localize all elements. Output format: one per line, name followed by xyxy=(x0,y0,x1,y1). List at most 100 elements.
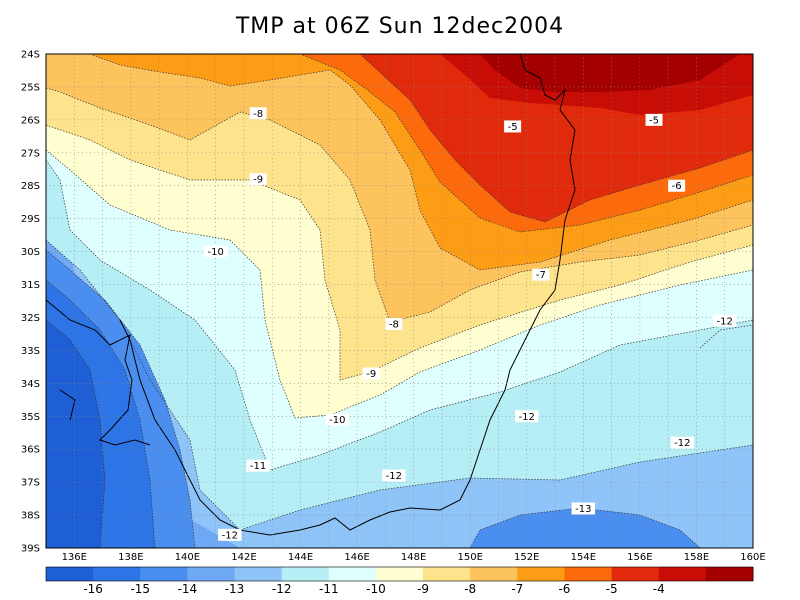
coastline xyxy=(46,54,576,536)
contour-label: -9 xyxy=(253,175,263,186)
contour-labels: -8 -9 -10 -5 -5 -6 -7 -8 -9 -10 -11 -12 -12 -12 -12 -13… xyxy=(203,107,737,541)
colorbar-swatch xyxy=(140,567,188,581)
contour-label-bg xyxy=(712,314,737,327)
lat-tick-label: 35S xyxy=(21,412,40,423)
contour-label: -7 xyxy=(536,270,546,281)
colorbar-swatch xyxy=(234,567,283,581)
lon-tick-label: 158E xyxy=(684,552,709,563)
colorbar-swatch xyxy=(470,567,518,581)
contour-label-bg xyxy=(670,436,695,449)
colorbar-label: -6 xyxy=(558,582,570,596)
lon-tick-label: 148E xyxy=(401,552,426,563)
lon-tick-label: 152E xyxy=(514,552,539,563)
contour-label: -5 xyxy=(508,122,518,133)
colorbar-swatch xyxy=(517,567,565,581)
colorbar-swatch xyxy=(281,567,330,581)
lon-tick-label: 138E xyxy=(118,552,143,563)
contour-label: -9 xyxy=(366,369,376,380)
colorbar-swatch xyxy=(705,567,754,581)
lat-tick-label: 31S xyxy=(21,280,40,291)
contour-fill-layer xyxy=(46,54,753,548)
map-frame xyxy=(45,53,754,549)
lat-tick-label: 26S xyxy=(21,115,40,126)
contour-label-bg xyxy=(382,469,406,482)
colorbar-label: -5 xyxy=(606,582,618,596)
lat-tick-label: 30S xyxy=(21,247,40,258)
colorbar-frame xyxy=(45,566,754,582)
lat-tick-label: 34S xyxy=(21,379,40,390)
band-minus-13-se xyxy=(470,508,700,548)
contour-label: -10 xyxy=(329,415,345,426)
contour-label: -5 xyxy=(649,115,659,126)
contour-label: -11 xyxy=(250,461,266,472)
colorbar-label: -12 xyxy=(272,582,292,596)
lat-tick-label: 33S xyxy=(21,346,40,357)
lat-tick-label: 25S xyxy=(21,82,40,93)
colorbar-label: -4 xyxy=(653,582,665,596)
latitude-labels: 24S 25S 26S 27S 28S 29S 30S 31S 32S 33S 34S 35S 36S 3… xyxy=(21,50,40,555)
contour-label-bg xyxy=(645,113,663,126)
map-title: TMP at 06Z Sun 12dec2004 xyxy=(235,14,565,39)
lon-tick-label: 156E xyxy=(627,552,652,563)
contour-label-bg xyxy=(203,245,228,258)
colorbar-label: -8 xyxy=(464,582,476,596)
contour-label: -6 xyxy=(672,181,682,192)
lon-tick-label: 146E xyxy=(344,552,369,563)
contour-label: -10 xyxy=(208,247,224,258)
colorbar-swatch xyxy=(328,567,377,581)
lon-tick-label: 142E xyxy=(231,552,256,563)
colorbar-swatch xyxy=(46,567,94,581)
colorbar-swatch xyxy=(375,567,424,581)
colorbar-label: -11 xyxy=(319,582,339,596)
contour-label-bg xyxy=(325,413,350,426)
colorbar-label: -7 xyxy=(511,582,523,596)
contour-label-bg xyxy=(504,120,522,133)
contour-label-bg xyxy=(218,528,242,541)
colorbar-label: -14 xyxy=(178,582,198,596)
contour-label: -8 xyxy=(253,109,263,120)
contour-label-bg xyxy=(246,459,270,472)
longitude-labels: 136E 138E 140E 142E 144E 146E 148E 150E 152E 154E… xyxy=(62,552,766,563)
contour-label: -12 xyxy=(386,471,402,482)
lat-tick-label: 28S xyxy=(21,181,40,192)
band-warmest xyxy=(480,54,740,92)
contour-label: -12 xyxy=(222,530,238,541)
lon-tick-label: 160E xyxy=(740,552,765,563)
lat-tick-label: 36S xyxy=(21,445,40,456)
contour-label-bg xyxy=(362,367,380,380)
contour-label: -12 xyxy=(519,412,535,423)
lat-tick-label: 32S xyxy=(21,313,40,324)
colorbar: -16 -15 -14 -13 -12 -11 -10 -9 -8 -7 -6 -5 -4 xyxy=(45,566,754,596)
contour-label: -12 xyxy=(674,438,690,449)
contour-label: -8 xyxy=(389,320,399,331)
contour-label-bg xyxy=(571,502,596,515)
colorbar-swatch xyxy=(564,567,613,581)
colorbar-label: -9 xyxy=(417,582,429,596)
contour-label-bg xyxy=(515,410,539,423)
lat-tick-label: 39S xyxy=(21,544,40,555)
colorbar-label: -16 xyxy=(83,582,103,596)
contour-label-bg xyxy=(385,318,403,331)
colorbar-label: -15 xyxy=(130,582,150,596)
contour-label: -12 xyxy=(717,316,733,327)
colorbar-swatch xyxy=(187,567,236,581)
lat-tick-label: 29S xyxy=(21,214,40,225)
colorbar-swatch xyxy=(93,567,141,581)
colorbar-swatch xyxy=(423,567,471,581)
colorbar-swatch xyxy=(658,567,707,581)
contour-label-bg xyxy=(668,179,686,192)
lat-tick-label: 37S xyxy=(21,478,40,489)
colorbar-label: -10 xyxy=(366,582,386,596)
contour-label: -13 xyxy=(575,504,591,515)
lat-tick-label: 24S xyxy=(21,50,40,61)
contour-label-bg xyxy=(532,268,550,281)
lon-tick-label: 140E xyxy=(175,552,200,563)
lon-tick-label: 136E xyxy=(62,552,87,563)
band-minus-16 xyxy=(46,320,105,548)
lon-tick-label: 144E xyxy=(288,552,313,563)
lat-tick-label: 27S xyxy=(21,148,40,159)
colorbar-label: -13 xyxy=(225,582,245,596)
lat-tick-label: 38S xyxy=(21,511,40,522)
lon-tick-label: 154E xyxy=(571,552,596,563)
